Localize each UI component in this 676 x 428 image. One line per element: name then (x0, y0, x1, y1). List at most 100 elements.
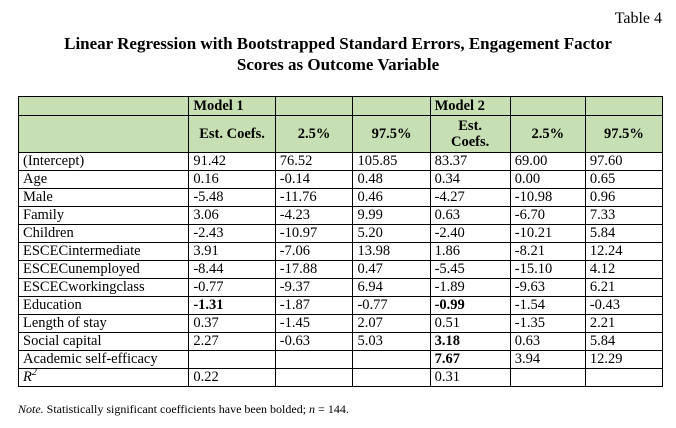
table-row: Family 3.06 -4.23 9.99 0.63 -6.70 7.33 (17, 206, 664, 225)
r-squared-m1: 0.22 (188, 368, 276, 387)
m1-est-cell: 91.42 (188, 152, 276, 171)
cell-blank (352, 368, 431, 387)
header-m2-upper: 97.5% (584, 115, 664, 153)
header-model-1: Model 1 (188, 96, 276, 116)
table-row: Children -2.43 -10.97 5.20 -2.40 -10.21 5.84 (17, 224, 664, 243)
cell-blank (274, 368, 354, 387)
header-m1-est-coefs: Est. Coefs. (188, 115, 276, 153)
m2-est-cell: -1.89 (429, 278, 511, 297)
row-label: Academic self-efficacy (17, 350, 190, 369)
m2-upper-cell: 12.24 (584, 242, 664, 261)
m1-lower-cell: -1.87 (274, 296, 354, 315)
m2-upper-cell: 0.65 (584, 170, 664, 189)
table-number: Table 4 (614, 10, 662, 27)
m1-lower-cell: -11.76 (274, 188, 354, 207)
row-label: Children (17, 224, 190, 243)
note-n-var: n (309, 402, 316, 416)
m2-est-cell: 1.86 (429, 242, 511, 261)
m1-lower-cell: -1.45 (274, 314, 354, 333)
r-squared-label: R2 (23, 367, 37, 385)
m1-est-cell: 2.27 (188, 332, 276, 351)
table-row: Academic self-efficacy 7.67 3.94 12.29 (17, 350, 664, 369)
row-label: (Intercept) (17, 152, 190, 171)
row-label: ESCECworkingclass (17, 278, 190, 297)
header-m2-est-line1: Est. (458, 118, 483, 134)
table-body: (Intercept) 91.42 76.52 105.85 83.37 69.00 97.… (17, 152, 664, 369)
m1-upper-cell: -0.77 (352, 296, 431, 315)
m2-upper-cell: 97.60 (584, 152, 664, 171)
m1-est-cell: 0.37 (188, 314, 276, 333)
m2-upper-cell: -0.43 (584, 296, 664, 315)
m2-est-cell: 7.67 (429, 350, 511, 369)
m2-est-cell: -0.99 (429, 296, 511, 315)
r-squared-row: R2 0.22 0.31 (17, 367, 664, 387)
row-label: Family (17, 206, 190, 225)
row-label: ESCECintermediate (17, 242, 190, 261)
m1-lower-cell: -7.06 (274, 242, 354, 261)
m2-lower-cell: -6.70 (509, 206, 586, 225)
m1-upper-cell: 2.07 (352, 314, 431, 333)
m2-lower-cell: 3.94 (509, 350, 586, 369)
title-line-2: Scores as Outcome Variable (236, 55, 440, 74)
m1-est-cell: -5.48 (188, 188, 276, 207)
header-blank (17, 115, 190, 153)
note-n-val: = 144. (315, 402, 349, 416)
m1-lower-cell: 76.52 (274, 152, 354, 171)
cell-blank (584, 368, 664, 387)
m1-upper-cell: 105.85 (352, 152, 431, 171)
m2-est-cell: -4.27 (429, 188, 511, 207)
header-blank (17, 96, 190, 116)
m2-lower-cell: -9.63 (509, 278, 586, 297)
table-row: Education -1.31 -1.87 -0.77 -0.99 -1.54 -0.43 (17, 296, 664, 315)
note-text: Statistically significant coefficients h… (43, 402, 310, 416)
m1-upper-cell: 0.48 (352, 170, 431, 189)
m1-lower-cell: -10.97 (274, 224, 354, 243)
m2-est-cell: 83.37 (429, 152, 511, 171)
table-row: ESCECintermediate 3.91 -7.06 13.98 1.86 -8.21… (17, 242, 664, 261)
header-blank (352, 96, 431, 116)
m1-est-cell: -8.44 (188, 260, 276, 279)
m1-lower-cell: -9.37 (274, 278, 354, 297)
row-label: Education (17, 296, 190, 315)
row-label: ESCECunemployed (17, 260, 190, 279)
m1-est-cell: 3.91 (188, 242, 276, 261)
m1-est-cell: 0.16 (188, 170, 276, 189)
title-line-1: Linear Regression with Bootstrapped Stan… (64, 34, 612, 53)
header-m2-est-coefs: Est. Coefs. (429, 115, 511, 153)
m2-upper-cell: 7.33 (584, 206, 664, 225)
m1-upper-cell (352, 350, 431, 369)
m2-upper-cell: 12.29 (584, 350, 664, 369)
m1-est-cell: 3.06 (188, 206, 276, 225)
m2-upper-cell: 5.84 (584, 224, 664, 243)
row-label: Age (17, 170, 190, 189)
m1-upper-cell: 0.47 (352, 260, 431, 279)
m1-upper-cell: 5.20 (352, 224, 431, 243)
m2-lower-cell: 0.00 (509, 170, 586, 189)
table-row: ESCECunemployed -8.44 -17.88 0.47 -5.45 -15.1… (17, 260, 664, 279)
header-row-columns: Est. Coefs. 2.5% 97.5% Est. Coefs. 2.5% … (17, 115, 664, 153)
r-squared-m2: 0.31 (429, 368, 511, 387)
table-title: Linear Regression with Bootstrapped Stan… (0, 33, 676, 75)
m1-est-cell: -2.43 (188, 224, 276, 243)
m1-upper-cell: 9.99 (352, 206, 431, 225)
m2-upper-cell: 0.96 (584, 188, 664, 207)
header-blank (509, 96, 586, 116)
m2-upper-cell: 6.21 (584, 278, 664, 297)
table-row: Male -5.48 -11.76 0.46 -4.27 -10.98 0.96 (17, 188, 664, 207)
m1-upper-cell: 13.98 (352, 242, 431, 261)
table-row: Age 0.16 -0.14 0.48 0.34 0.00 0.65 (17, 170, 664, 189)
header-m1-upper: 97.5% (352, 115, 431, 153)
header-m2-est-line2: Coefs. (451, 134, 490, 150)
m2-est-cell: -2.40 (429, 224, 511, 243)
m1-upper-cell: 6.94 (352, 278, 431, 297)
row-label: Length of stay (17, 314, 190, 333)
table-row: ESCECworkingclass -0.77 -9.37 6.94 -1.89 -9.6… (17, 278, 664, 297)
table-note: Note. Statistically significant coeffici… (18, 402, 349, 417)
header-m2-lower: 2.5% (509, 115, 586, 153)
m2-lower-cell: 69.00 (509, 152, 586, 171)
m1-lower-cell: -17.88 (274, 260, 354, 279)
row-label: Male (17, 188, 190, 207)
m2-upper-cell: 5.84 (584, 332, 664, 351)
m2-est-cell: 0.63 (429, 206, 511, 225)
table-row: Length of stay 0.37 -1.45 2.07 0.51 -1.35 2.21 (17, 314, 664, 333)
